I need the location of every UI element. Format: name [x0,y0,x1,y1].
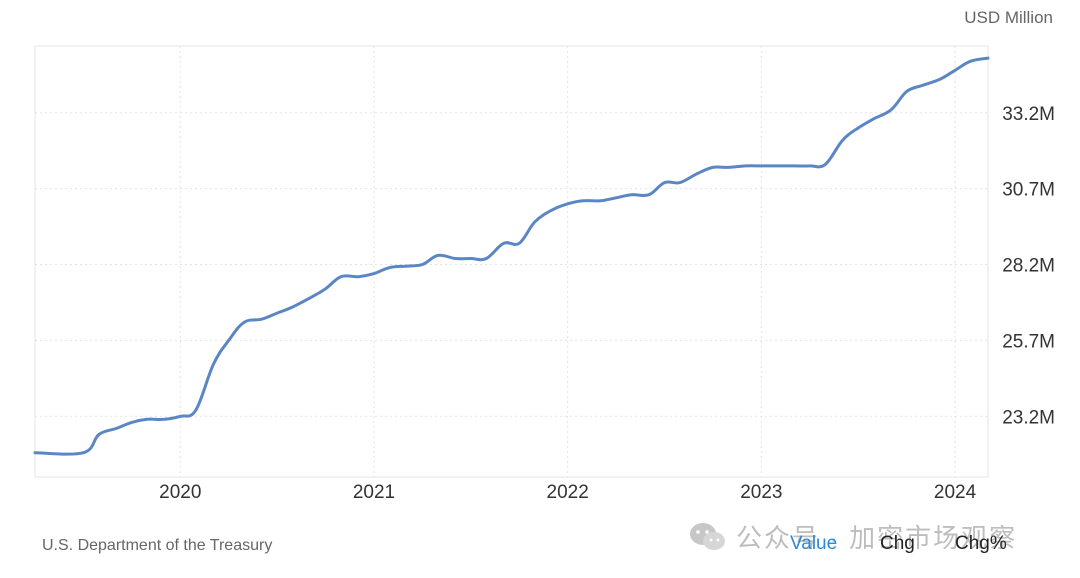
grid-layer [35,46,988,477]
unit-label: USD Million [964,8,1053,27]
y-tick-label: 28.2M [1002,256,1055,277]
chg-toggle[interactable]: Chg [880,533,915,554]
series-line [33,56,990,456]
x-tick-label: 2022 [547,482,589,503]
x-tick-label: 2020 [159,482,201,503]
x-tick-label: 2023 [740,482,782,503]
x-tick-label: 2021 [353,482,395,503]
source-label: U.S. Department of the Treasury [42,537,273,554]
plot-frame [34,45,989,478]
value-toggle[interactable]: Value [790,533,838,554]
y-tick-label: 33.2M [1002,104,1055,125]
chg-percent-toggle[interactable]: Chg% [955,533,1007,554]
x-tick-label: 2024 [934,482,977,503]
y-tick-label: 30.7M [1002,180,1055,201]
y-tick-label: 23.2M [1002,407,1055,428]
tick-layer: 23.2M 25.7M 28.2M 30.7M 33.2M 2020 2021 2022 202… [159,104,1055,503]
y-tick-label: 25.7M [1002,331,1055,352]
series-layer [33,56,990,456]
